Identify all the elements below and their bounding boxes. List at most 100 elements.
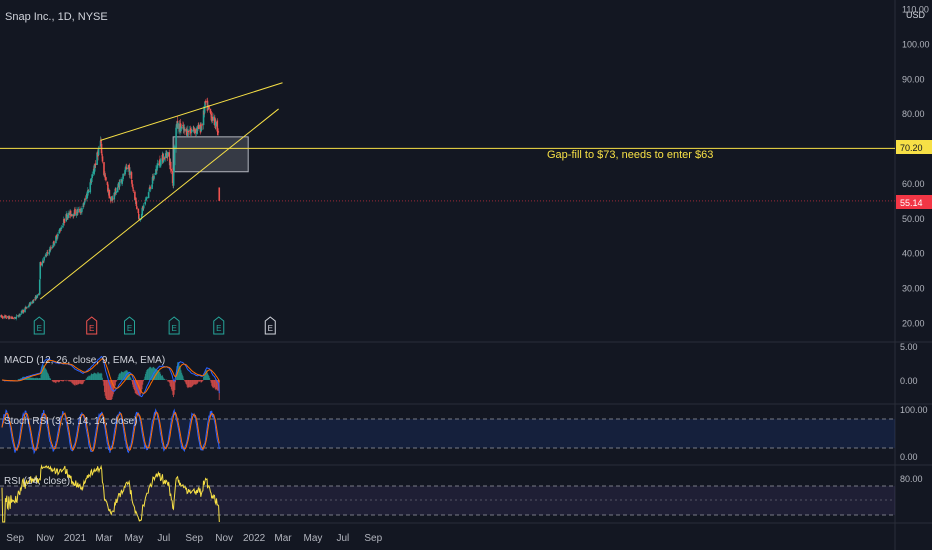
candle bbox=[144, 201, 146, 206]
candle bbox=[184, 127, 186, 135]
candle bbox=[84, 195, 87, 201]
candle bbox=[180, 124, 183, 129]
y-tick-label: 90.00 bbox=[902, 74, 925, 84]
candle bbox=[58, 228, 61, 234]
candle bbox=[5, 316, 8, 319]
x-tick-label: Jul bbox=[336, 533, 349, 544]
candle bbox=[162, 152, 164, 165]
candle bbox=[19, 313, 21, 318]
candle bbox=[81, 206, 83, 215]
earnings-marker[interactable]: E bbox=[264, 316, 276, 335]
candle bbox=[39, 261, 42, 267]
x-tick-label: Mar bbox=[95, 533, 113, 544]
candle bbox=[186, 126, 188, 136]
candle bbox=[5, 315, 7, 319]
candle bbox=[101, 153, 104, 164]
lower-trendline[interactable] bbox=[39, 108, 279, 300]
earnings-marker[interactable]: E bbox=[86, 316, 98, 335]
candle bbox=[46, 249, 49, 256]
candle bbox=[217, 128, 220, 136]
candle bbox=[67, 210, 69, 220]
candle bbox=[117, 182, 120, 188]
symbol-title: Snap Inc., 1D, NYSE bbox=[5, 11, 108, 23]
candle bbox=[42, 260, 45, 264]
candle bbox=[94, 160, 97, 168]
candle bbox=[36, 294, 39, 299]
candle bbox=[125, 163, 128, 170]
x-tick-label: Nov bbox=[36, 533, 54, 544]
candle bbox=[107, 183, 109, 192]
y-tick-label: 40.00 bbox=[902, 249, 925, 259]
candle bbox=[146, 196, 148, 200]
candle bbox=[86, 187, 89, 198]
candle bbox=[115, 187, 118, 196]
candle bbox=[29, 301, 32, 306]
candle bbox=[129, 167, 131, 179]
svg-text:E: E bbox=[127, 324, 132, 333]
last-price-badge bbox=[896, 195, 932, 209]
y-tick-label: 20.00 bbox=[902, 319, 925, 329]
candle bbox=[206, 97, 209, 113]
candle bbox=[160, 158, 162, 168]
y-tick-label: 60.00 bbox=[902, 179, 925, 189]
x-tick-label: Mar bbox=[274, 533, 292, 544]
candle bbox=[87, 189, 90, 192]
candle bbox=[168, 149, 171, 158]
y-tick-label: 100.00 bbox=[902, 39, 930, 49]
earnings-marker[interactable]: E bbox=[213, 316, 225, 335]
candle bbox=[213, 113, 215, 125]
candle bbox=[77, 206, 80, 213]
candle bbox=[194, 128, 197, 137]
candle bbox=[92, 165, 95, 177]
candle bbox=[142, 203, 145, 212]
x-tick-label: Sep bbox=[185, 533, 203, 544]
candle bbox=[112, 195, 114, 204]
candle bbox=[33, 299, 35, 302]
candle bbox=[186, 134, 189, 137]
earnings-marker[interactable]: E bbox=[123, 316, 135, 335]
candle bbox=[50, 245, 52, 250]
stoch-label: Stoch RSI (3, 3, 14, 14, close) bbox=[4, 416, 137, 427]
candle bbox=[48, 252, 50, 256]
stoch-d-line bbox=[1, 411, 220, 452]
candle bbox=[155, 170, 158, 173]
macd-line bbox=[1, 355, 220, 398]
candle bbox=[149, 189, 152, 193]
candle bbox=[138, 211, 140, 222]
candle bbox=[136, 206, 138, 210]
candle bbox=[134, 190, 136, 201]
candle bbox=[18, 313, 20, 317]
earnings-marker[interactable]: E bbox=[33, 316, 45, 335]
candle bbox=[63, 221, 66, 224]
x-tick-label: May bbox=[303, 533, 322, 544]
candle bbox=[155, 165, 157, 176]
svg-text:E: E bbox=[89, 324, 94, 333]
earnings-marker[interactable]: E bbox=[168, 316, 180, 335]
y-tick-label: 30.00 bbox=[902, 284, 925, 294]
rsi-tick-80: 80.00 bbox=[900, 474, 923, 484]
candle bbox=[195, 126, 198, 137]
candle bbox=[171, 167, 174, 186]
candle bbox=[183, 124, 185, 134]
candle bbox=[131, 182, 134, 187]
macd-tick-5: 5.00 bbox=[900, 342, 918, 352]
macd-signal-line bbox=[2, 358, 220, 394]
y-tick-label: 110.00 bbox=[902, 4, 929, 14]
candle bbox=[204, 101, 206, 112]
upper-trendline[interactable] bbox=[100, 82, 283, 141]
macd-label: MACD (12, 26, close, 9, EMA, EMA) bbox=[4, 355, 165, 366]
candle bbox=[156, 159, 159, 170]
svg-text:E: E bbox=[268, 324, 273, 333]
candle bbox=[216, 118, 219, 136]
candle bbox=[153, 173, 155, 181]
candle bbox=[172, 169, 175, 189]
candle bbox=[201, 123, 203, 130]
candle bbox=[12, 317, 15, 320]
candle bbox=[57, 232, 59, 239]
candle bbox=[86, 191, 88, 202]
candle bbox=[59, 228, 62, 233]
candle bbox=[166, 151, 169, 159]
candle bbox=[132, 187, 135, 193]
